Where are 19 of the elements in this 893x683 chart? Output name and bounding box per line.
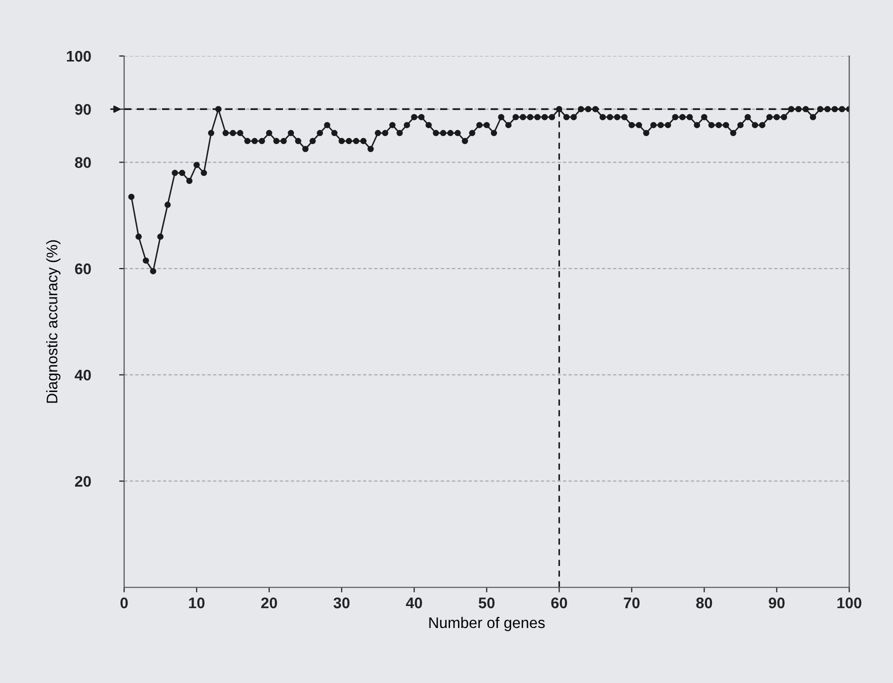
x-tick-label: 60 bbox=[551, 598, 568, 608]
y-tick-label: 60 bbox=[75, 263, 91, 274]
x-tick-label: 50 bbox=[478, 598, 495, 608]
x-tick-label: 10 bbox=[189, 598, 205, 608]
x-tick-label: 90 bbox=[768, 598, 785, 608]
x-tick-label: 40 bbox=[406, 598, 422, 608]
y-tick-label: 40 bbox=[74, 370, 91, 381]
x-tick-label: 70 bbox=[624, 598, 640, 608]
x-tick-label: 20 bbox=[261, 598, 278, 608]
x-tick-label: 30 bbox=[334, 598, 350, 608]
y-tick-label: 100 bbox=[66, 50, 91, 62]
x-tick-label: 80 bbox=[696, 598, 712, 608]
y-tick-label: 90 bbox=[75, 104, 91, 115]
x-tick-label: 0 bbox=[120, 598, 128, 608]
x-axis-title: Number of genes bbox=[429, 616, 545, 632]
y-tick-label: 20 bbox=[75, 476, 91, 487]
y-axis-title: Diagnostic accuracy (%) bbox=[46, 240, 60, 403]
x-tick-label: 100 bbox=[837, 598, 862, 608]
y-tick-label: 80 bbox=[74, 157, 91, 168]
